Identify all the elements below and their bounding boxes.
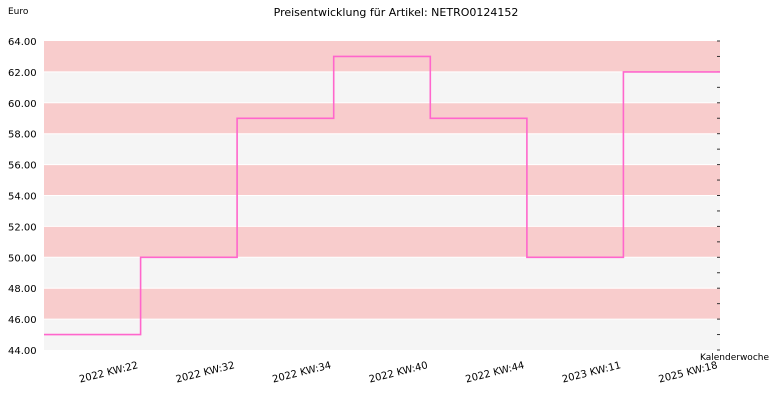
x-tick-label: 2025 KW:18 xyxy=(658,360,719,385)
x-tick-label: 2022 KW:40 xyxy=(368,360,429,385)
y-tick-label: 50.00 xyxy=(8,253,37,264)
x-tick-label: 2022 KW:44 xyxy=(464,360,525,385)
y-tick-label: 60.00 xyxy=(8,99,37,110)
y-tick-label: 58.00 xyxy=(8,130,37,141)
y-tick-label: 46.00 xyxy=(8,315,37,326)
grid-band xyxy=(44,71,720,103)
y-tick-label: 62.00 xyxy=(8,68,37,79)
grid-band xyxy=(44,133,720,165)
y-tick-label: 64.00 xyxy=(8,37,37,48)
x-axis-tick-labels: 2022 KW:22 2022 KW:32 2022 KW:34 2022 KW:40… xyxy=(78,360,719,385)
y-tick-label: 48.00 xyxy=(8,284,37,295)
series-layer xyxy=(44,55,720,336)
grid-band xyxy=(44,164,720,196)
y-tick-label: 56.00 xyxy=(8,161,37,172)
x-axis-label: Kalenderwoche xyxy=(700,353,769,363)
y-tick-label: 44.00 xyxy=(8,346,37,357)
y-axis-ticks xyxy=(717,40,720,351)
y-tick-label: 54.00 xyxy=(8,192,37,203)
x-tick-label: 2023 KW:11 xyxy=(561,360,622,385)
y-axis-tick-labels: 44.00 46.00 48.00 50.00 52.00 54.00 56.00 58.00… xyxy=(8,37,37,357)
y-tick-label: 52.00 xyxy=(8,222,37,233)
price-step-line xyxy=(44,55,720,336)
x-tick-label: 2022 KW:22 xyxy=(78,360,139,385)
grid-band xyxy=(44,195,720,227)
x-tick-label: 2022 KW:34 xyxy=(271,360,332,385)
grid-band xyxy=(44,102,720,134)
grid-band xyxy=(44,226,720,258)
chart-title: Preisentwicklung für Artikel: NETRO01241… xyxy=(274,6,519,19)
background-bands xyxy=(44,41,720,350)
grid-band xyxy=(44,319,720,350)
grid-band xyxy=(44,288,720,320)
grid-band xyxy=(44,257,720,289)
x-tick-label: 2022 KW:32 xyxy=(175,360,236,385)
y-axis-label: Euro xyxy=(8,7,29,17)
